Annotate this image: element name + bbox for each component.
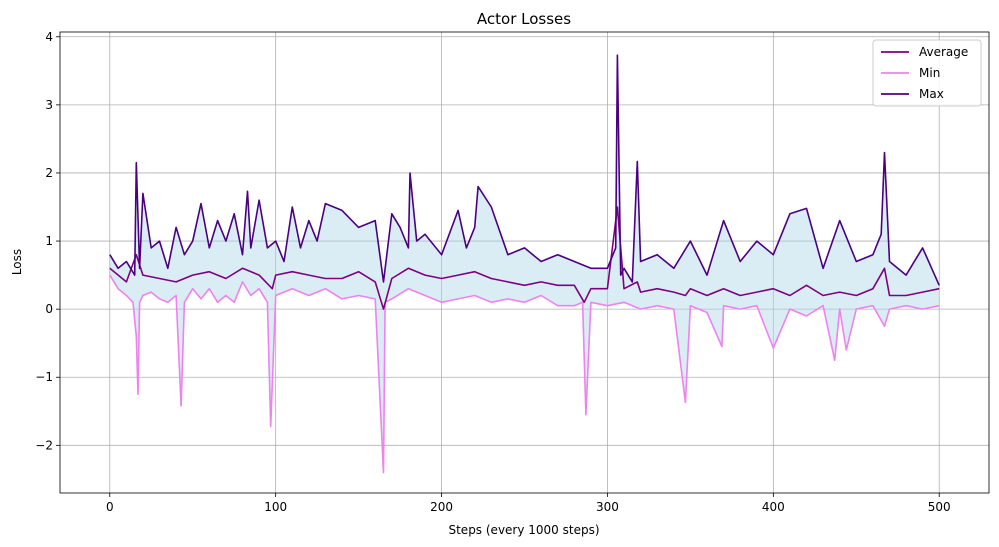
plot-frame xyxy=(59,31,990,494)
y-tick-label: 0 xyxy=(45,302,53,316)
series-lines xyxy=(109,54,940,474)
x-tick-label: 500 xyxy=(928,500,951,514)
grid xyxy=(60,32,989,493)
x-axis-label: Steps (every 1000 steps) xyxy=(448,523,599,537)
y-axis-label: Loss xyxy=(10,249,24,275)
y-tick-label: −1 xyxy=(35,370,53,384)
x-tick-label: 0 xyxy=(106,500,114,514)
legend-label-max: Max xyxy=(919,87,944,101)
legend: Average Min Max xyxy=(872,39,982,107)
min-max-fill xyxy=(109,55,940,473)
legend-label-min: Min xyxy=(919,66,940,80)
y-tick-label: 1 xyxy=(45,234,53,248)
series-line-min xyxy=(109,274,940,474)
series-line-average xyxy=(109,206,940,310)
x-tick-label: 200 xyxy=(430,500,453,514)
legend-box xyxy=(872,39,982,107)
x-tick-label: 400 xyxy=(762,500,785,514)
chart-title: Actor Losses xyxy=(477,10,571,28)
x-tick-label: 100 xyxy=(264,500,287,514)
min-max-band xyxy=(109,55,940,473)
axes: 0 100 200 300 400 500 −2 −1 0 1 2 3 4 xyxy=(35,30,990,514)
legend-label-average: Average xyxy=(919,45,968,59)
y-tick-label: 4 xyxy=(45,30,53,44)
y-tick-label: 2 xyxy=(45,166,53,180)
series-line-max xyxy=(109,54,940,286)
y-tick-label: −2 xyxy=(35,438,53,452)
x-tick-label: 300 xyxy=(596,500,619,514)
y-tick-label: 3 xyxy=(45,98,53,112)
